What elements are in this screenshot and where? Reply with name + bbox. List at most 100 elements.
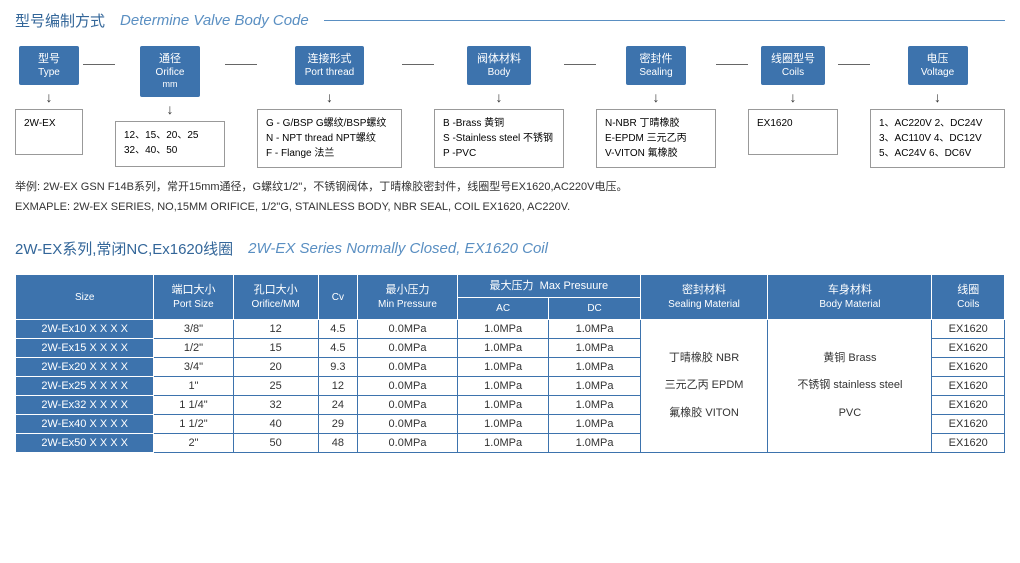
cell-port: 1" bbox=[154, 377, 233, 396]
flow-header-box: 密封件Sealing bbox=[626, 46, 686, 85]
flow-connector bbox=[225, 64, 257, 65]
flow-connector bbox=[838, 64, 870, 65]
cell-seal: 丁晴橡胶 NBR 三元乙丙 EPDM 氟橡胶 VITON bbox=[640, 320, 768, 453]
cell-size: 2W-Ex20 X X X X bbox=[16, 358, 154, 377]
flow-value-box: B -Brass 黄铜 S -Stainless steel 不锈钢 P -PV… bbox=[434, 109, 564, 168]
th-cv: Cv bbox=[318, 274, 357, 319]
cell-minp: 0.0MPa bbox=[358, 339, 458, 358]
cell-body: 黄铜 Brass 不锈钢 stainless steel PVC bbox=[768, 320, 932, 453]
th-orifice: 孔口大小Orifice/MM bbox=[233, 274, 318, 319]
cell-ac: 1.0MPa bbox=[457, 320, 548, 339]
th-ac: AC bbox=[457, 298, 548, 320]
cell-ac: 1.0MPa bbox=[457, 396, 548, 415]
th-port: 端口大小Port Size bbox=[154, 274, 233, 319]
cell-dc: 1.0MPa bbox=[549, 339, 640, 358]
cell-minp: 0.0MPa bbox=[358, 377, 458, 396]
title-divider bbox=[324, 20, 1005, 21]
flow-column: 电压Voltage ↓ 1、AC220V 2、DC24V 3、AC110V 4、DC… bbox=[870, 46, 1005, 168]
table-row: 2W-Ex10 X X X X3/8"124.50.0MPa1.0MPa1.0M… bbox=[16, 320, 1005, 339]
flow-column: 线圈型号Coils ↓ EX1620 bbox=[748, 46, 838, 155]
th-seal: 密封材料Sealing Material bbox=[640, 274, 768, 319]
flow-value-box: G - G/BSP G螺纹/BSP螺纹 N - NPT thread NPT螺纹… bbox=[257, 109, 402, 168]
cell-cv: 9.3 bbox=[318, 358, 357, 377]
cell-dc: 1.0MPa bbox=[549, 396, 640, 415]
section1-title-en: Determine Valve Body Code bbox=[120, 12, 309, 29]
cell-orifice: 40 bbox=[233, 415, 318, 434]
th-dc: DC bbox=[549, 298, 640, 320]
flow-connector bbox=[402, 64, 434, 65]
th-body: 车身材料Body Material bbox=[768, 274, 932, 319]
cell-port: 1 1/2" bbox=[154, 415, 233, 434]
cell-minp: 0.0MPa bbox=[358, 434, 458, 453]
cell-cv: 12 bbox=[318, 377, 357, 396]
flow-header-box: 电压Voltage bbox=[908, 46, 968, 85]
flow-value-box: 1、AC220V 2、DC24V 3、AC110V 4、DC12V 5、AC24… bbox=[870, 109, 1005, 168]
section2-title: 2W-EX系列,常闭NC,Ex1620线圈 2W-EX Series Norma… bbox=[15, 238, 1005, 259]
cell-orifice: 12 bbox=[233, 320, 318, 339]
flow-column: 密封件Sealing↓N-NBR 丁晴橡胶 E-EPDM 三元乙丙 V-VITO… bbox=[596, 46, 716, 168]
flow-column: 连接形式Port thread↓G - G/BSP G螺纹/BSP螺纹 N - … bbox=[257, 46, 402, 168]
example-en: EXMAPLE: 2W-EX SERIES, NO,15MM ORIFICE, … bbox=[15, 198, 1005, 218]
cell-ac: 1.0MPa bbox=[457, 339, 548, 358]
th-size: Size bbox=[16, 274, 154, 319]
cell-port: 1/2" bbox=[154, 339, 233, 358]
down-arrow-icon: ↓ bbox=[46, 89, 53, 105]
cell-cv: 48 bbox=[318, 434, 357, 453]
cell-dc: 1.0MPa bbox=[549, 415, 640, 434]
cell-minp: 0.0MPa bbox=[358, 320, 458, 339]
cell-coils: EX1620 bbox=[932, 396, 1005, 415]
flow-column: 通径Orificemm ↓ 12、15、20、25 32、40、50 bbox=[115, 46, 225, 167]
cell-size: 2W-Ex10 X X X X bbox=[16, 320, 154, 339]
cell-orifice: 15 bbox=[233, 339, 318, 358]
cell-coils: EX1620 bbox=[932, 415, 1005, 434]
cell-minp: 0.0MPa bbox=[358, 358, 458, 377]
cell-minp: 0.0MPa bbox=[358, 415, 458, 434]
flow-value-box: EX1620 bbox=[748, 109, 838, 155]
flow-value-box: 12、15、20、25 32、40、50 bbox=[115, 121, 225, 167]
cell-orifice: 25 bbox=[233, 377, 318, 396]
flow-header-box: 线圈型号Coils bbox=[761, 46, 825, 85]
cell-port: 3/4" bbox=[154, 358, 233, 377]
cell-coils: EX1620 bbox=[932, 358, 1005, 377]
flow-connector bbox=[564, 64, 596, 65]
section2-title-cn: 2W-EX系列,常闭NC,Ex1620线圈 bbox=[15, 238, 233, 259]
cell-cv: 29 bbox=[318, 415, 357, 434]
cell-coils: EX1620 bbox=[932, 339, 1005, 358]
flow-header-box: 型号Type bbox=[19, 46, 79, 85]
cell-port: 2" bbox=[154, 434, 233, 453]
cell-size: 2W-Ex25 X X X X bbox=[16, 377, 154, 396]
cell-dc: 1.0MPa bbox=[549, 358, 640, 377]
flow-column: 阀体材料Body↓B -Brass 黄铜 S -Stainless steel … bbox=[434, 46, 564, 168]
example-text: 举例: 2W-EX GSN F14B系列，常开15mm通径，G螺纹1/2"，不锈… bbox=[15, 178, 1005, 218]
th-maxp: 最大压力 Max Presuure bbox=[457, 274, 640, 297]
cell-coils: EX1620 bbox=[932, 377, 1005, 396]
code-flow-diagram: 型号Type↓2W-EX通径Orificemm↓12、15、20、25 32、4… bbox=[15, 46, 1005, 168]
down-arrow-icon: ↓ bbox=[326, 89, 333, 105]
flow-connector bbox=[716, 64, 748, 65]
section2-title-en: 2W-EX Series Normally Closed, EX1620 Coi… bbox=[248, 240, 548, 257]
cell-ac: 1.0MPa bbox=[457, 415, 548, 434]
cell-dc: 1.0MPa bbox=[549, 434, 640, 453]
down-arrow-icon: ↓ bbox=[790, 89, 797, 105]
down-arrow-icon: ↓ bbox=[167, 101, 174, 117]
cell-ac: 1.0MPa bbox=[457, 434, 548, 453]
cell-orifice: 20 bbox=[233, 358, 318, 377]
flow-value-box: N-NBR 丁晴橡胶 E-EPDM 三元乙丙 V-VITON 氟橡胶 bbox=[596, 109, 716, 168]
cell-cv: 4.5 bbox=[318, 320, 357, 339]
cell-ac: 1.0MPa bbox=[457, 377, 548, 396]
down-arrow-icon: ↓ bbox=[934, 89, 941, 105]
down-arrow-icon: ↓ bbox=[496, 89, 503, 105]
th-coils: 线圈Coils bbox=[932, 274, 1005, 319]
cell-coils: EX1620 bbox=[932, 320, 1005, 339]
cell-size: 2W-Ex40 X X X X bbox=[16, 415, 154, 434]
cell-ac: 1.0MPa bbox=[457, 358, 548, 377]
spec-table: Size 端口大小Port Size 孔口大小Orifice/MM Cv 最小压… bbox=[15, 274, 1005, 453]
cell-size: 2W-Ex32 X X X X bbox=[16, 396, 154, 415]
cell-port: 1 1/4" bbox=[154, 396, 233, 415]
flow-header-box: 通径Orificemm bbox=[140, 46, 200, 97]
cell-port: 3/8" bbox=[154, 320, 233, 339]
section1-title: 型号编制方式 Determine Valve Body Code bbox=[15, 10, 1005, 31]
cell-dc: 1.0MPa bbox=[549, 320, 640, 339]
cell-cv: 4.5 bbox=[318, 339, 357, 358]
cell-minp: 0.0MPa bbox=[358, 396, 458, 415]
